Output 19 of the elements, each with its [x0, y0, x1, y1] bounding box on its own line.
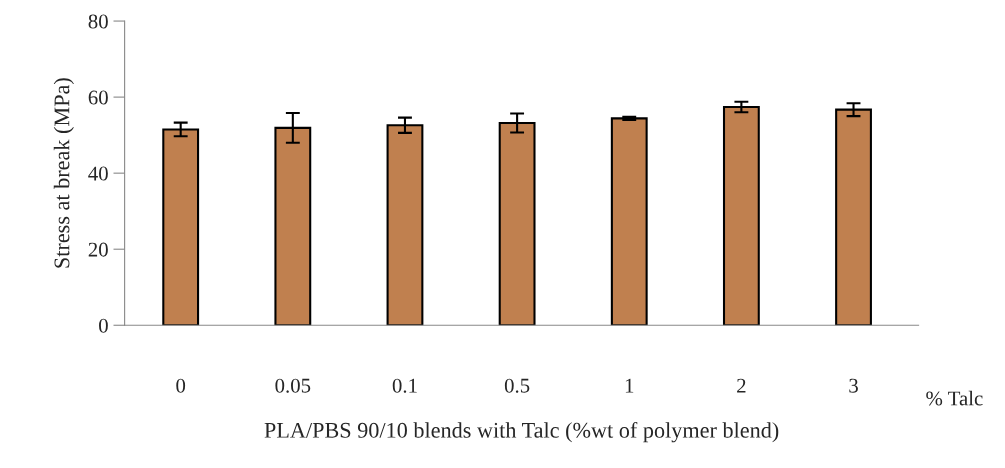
x-tick-label: 0.05: [275, 378, 311, 393]
x-tick-label: 0.1: [392, 378, 417, 393]
bar: [835, 108, 872, 326]
y-tick-label: 40: [88, 166, 108, 181]
x-tick-label: 1: [625, 378, 634, 393]
y-tick-label: 20: [88, 242, 108, 257]
y-tick-label: 0: [99, 318, 108, 333]
bar: [722, 105, 760, 326]
x-axis-title: PLA/PBS 90/10 blends with Talc (%wt of polymer blend): [264, 421, 779, 443]
y-axis-title: Stress at break (MPa): [53, 78, 74, 268]
bar: [610, 117, 648, 326]
bar: [162, 128, 200, 326]
x-tick-label: 2: [737, 378, 746, 393]
y-tick-label: 80: [88, 14, 108, 29]
x-tick-label: 3: [849, 378, 858, 393]
x-tick-label: 0.5: [504, 378, 530, 393]
y-tick-label: 60: [88, 90, 108, 105]
x-tick-label: 0: [176, 378, 186, 393]
text: % Talc: [926, 390, 983, 406]
